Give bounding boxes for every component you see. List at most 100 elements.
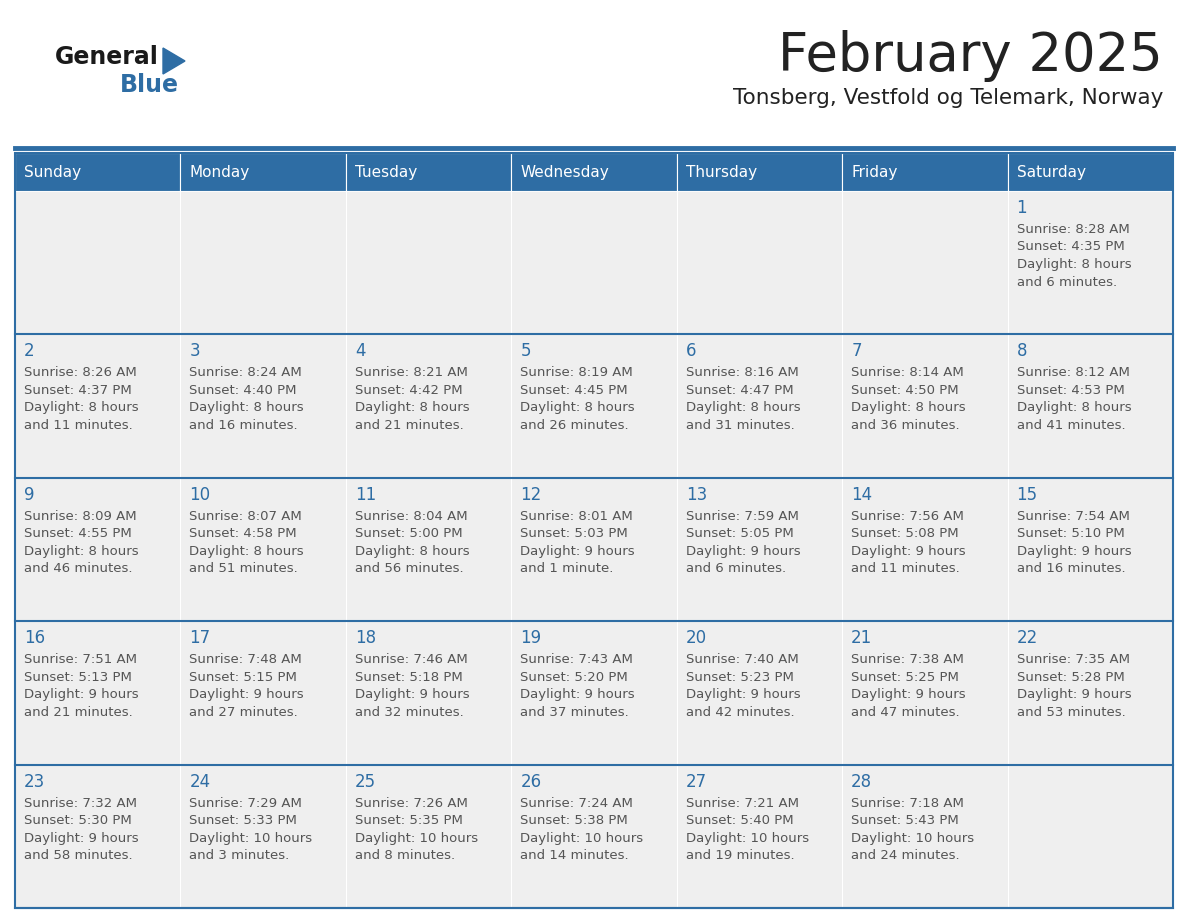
Text: and 27 minutes.: and 27 minutes. bbox=[189, 706, 298, 719]
Text: 1: 1 bbox=[1017, 199, 1028, 217]
Bar bbox=[15, 621, 181, 765]
Text: Daylight: 10 hours: Daylight: 10 hours bbox=[355, 832, 478, 845]
Text: Sunset: 5:08 PM: Sunset: 5:08 PM bbox=[851, 527, 959, 541]
Text: Sunset: 4:53 PM: Sunset: 4:53 PM bbox=[1017, 384, 1124, 397]
Text: Sunset: 4:37 PM: Sunset: 4:37 PM bbox=[24, 384, 132, 397]
Text: Daylight: 8 hours: Daylight: 8 hours bbox=[189, 401, 304, 414]
Text: 21: 21 bbox=[851, 629, 872, 647]
Text: and 3 minutes.: and 3 minutes. bbox=[189, 849, 290, 862]
Bar bbox=[842, 621, 1007, 765]
Text: 13: 13 bbox=[685, 486, 707, 504]
Text: Sunrise: 8:26 AM: Sunrise: 8:26 AM bbox=[24, 366, 137, 379]
Text: 24: 24 bbox=[189, 773, 210, 790]
Bar bbox=[346, 191, 511, 334]
Text: and 36 minutes.: and 36 minutes. bbox=[851, 419, 960, 431]
Bar bbox=[1007, 334, 1173, 477]
Text: 25: 25 bbox=[355, 773, 375, 790]
Text: Sunrise: 7:56 AM: Sunrise: 7:56 AM bbox=[851, 509, 963, 522]
Text: and 1 minute.: and 1 minute. bbox=[520, 563, 614, 576]
Text: Sunset: 5:30 PM: Sunset: 5:30 PM bbox=[24, 814, 132, 827]
Text: Sunset: 4:55 PM: Sunset: 4:55 PM bbox=[24, 527, 132, 541]
Text: Sunset: 5:05 PM: Sunset: 5:05 PM bbox=[685, 527, 794, 541]
Text: and 21 minutes.: and 21 minutes. bbox=[24, 706, 133, 719]
Text: February 2025: February 2025 bbox=[778, 30, 1163, 82]
Bar bbox=[346, 477, 511, 621]
Text: and 11 minutes.: and 11 minutes. bbox=[24, 419, 133, 431]
Text: 15: 15 bbox=[1017, 486, 1037, 504]
Bar bbox=[346, 765, 511, 908]
Bar bbox=[346, 621, 511, 765]
Bar bbox=[15, 191, 181, 334]
Bar bbox=[181, 477, 346, 621]
Bar bbox=[181, 334, 346, 477]
Text: and 26 minutes.: and 26 minutes. bbox=[520, 419, 628, 431]
Text: 8: 8 bbox=[1017, 342, 1028, 361]
Bar bbox=[842, 477, 1007, 621]
Text: Sunrise: 7:54 AM: Sunrise: 7:54 AM bbox=[1017, 509, 1130, 522]
Bar bbox=[511, 334, 677, 477]
Bar bbox=[181, 621, 346, 765]
Bar bbox=[346, 334, 511, 477]
Text: Sunset: 5:18 PM: Sunset: 5:18 PM bbox=[355, 671, 462, 684]
Bar bbox=[511, 765, 677, 908]
Text: Daylight: 8 hours: Daylight: 8 hours bbox=[24, 401, 139, 414]
Text: Sunrise: 7:38 AM: Sunrise: 7:38 AM bbox=[851, 654, 963, 666]
Text: Thursday: Thursday bbox=[685, 164, 757, 180]
Bar bbox=[511, 153, 677, 191]
Text: 3: 3 bbox=[189, 342, 200, 361]
Bar bbox=[677, 153, 842, 191]
Text: Sunrise: 8:12 AM: Sunrise: 8:12 AM bbox=[1017, 366, 1130, 379]
Text: Sunrise: 7:29 AM: Sunrise: 7:29 AM bbox=[189, 797, 302, 810]
Text: Daylight: 9 hours: Daylight: 9 hours bbox=[355, 688, 469, 701]
Text: Daylight: 9 hours: Daylight: 9 hours bbox=[24, 832, 139, 845]
Bar bbox=[15, 477, 181, 621]
Bar bbox=[1007, 477, 1173, 621]
Text: Sunset: 5:13 PM: Sunset: 5:13 PM bbox=[24, 671, 132, 684]
Text: 10: 10 bbox=[189, 486, 210, 504]
Text: Sunset: 5:40 PM: Sunset: 5:40 PM bbox=[685, 814, 794, 827]
Text: Daylight: 10 hours: Daylight: 10 hours bbox=[520, 832, 644, 845]
Text: and 16 minutes.: and 16 minutes. bbox=[1017, 563, 1125, 576]
Text: Sunset: 4:45 PM: Sunset: 4:45 PM bbox=[520, 384, 628, 397]
Text: Sunset: 5:38 PM: Sunset: 5:38 PM bbox=[520, 814, 628, 827]
Text: Daylight: 9 hours: Daylight: 9 hours bbox=[520, 544, 634, 558]
Bar bbox=[677, 621, 842, 765]
Text: Daylight: 8 hours: Daylight: 8 hours bbox=[1017, 258, 1131, 271]
Text: Daylight: 10 hours: Daylight: 10 hours bbox=[685, 832, 809, 845]
Text: 11: 11 bbox=[355, 486, 377, 504]
Text: 20: 20 bbox=[685, 629, 707, 647]
Text: and 41 minutes.: and 41 minutes. bbox=[1017, 419, 1125, 431]
Bar bbox=[181, 765, 346, 908]
Text: 23: 23 bbox=[24, 773, 45, 790]
Bar bbox=[842, 153, 1007, 191]
Text: and 14 minutes.: and 14 minutes. bbox=[520, 849, 628, 862]
Text: Sunrise: 7:46 AM: Sunrise: 7:46 AM bbox=[355, 654, 468, 666]
Text: Tuesday: Tuesday bbox=[355, 164, 417, 180]
Text: 7: 7 bbox=[851, 342, 861, 361]
Text: and 56 minutes.: and 56 minutes. bbox=[355, 563, 463, 576]
Text: and 6 minutes.: and 6 minutes. bbox=[1017, 275, 1117, 288]
Text: Sunset: 5:10 PM: Sunset: 5:10 PM bbox=[1017, 527, 1124, 541]
Text: and 19 minutes.: and 19 minutes. bbox=[685, 849, 795, 862]
Text: Sunrise: 8:16 AM: Sunrise: 8:16 AM bbox=[685, 366, 798, 379]
Bar bbox=[15, 765, 181, 908]
Polygon shape bbox=[163, 48, 185, 74]
Text: Daylight: 9 hours: Daylight: 9 hours bbox=[685, 688, 801, 701]
Text: Sunset: 5:20 PM: Sunset: 5:20 PM bbox=[520, 671, 628, 684]
Text: Daylight: 9 hours: Daylight: 9 hours bbox=[685, 544, 801, 558]
Bar bbox=[677, 765, 842, 908]
Text: Sunset: 5:35 PM: Sunset: 5:35 PM bbox=[355, 814, 463, 827]
Bar bbox=[1007, 191, 1173, 334]
Bar bbox=[346, 153, 511, 191]
Text: Sunrise: 8:04 AM: Sunrise: 8:04 AM bbox=[355, 509, 468, 522]
Text: Sunrise: 7:40 AM: Sunrise: 7:40 AM bbox=[685, 654, 798, 666]
Text: and 42 minutes.: and 42 minutes. bbox=[685, 706, 795, 719]
Text: Sunset: 5:25 PM: Sunset: 5:25 PM bbox=[851, 671, 959, 684]
Text: Daylight: 8 hours: Daylight: 8 hours bbox=[355, 544, 469, 558]
Bar bbox=[511, 621, 677, 765]
Text: Sunset: 4:50 PM: Sunset: 4:50 PM bbox=[851, 384, 959, 397]
Text: and 31 minutes.: and 31 minutes. bbox=[685, 419, 795, 431]
Bar bbox=[511, 477, 677, 621]
Text: Sunrise: 8:09 AM: Sunrise: 8:09 AM bbox=[24, 509, 137, 522]
Text: Sunset: 4:35 PM: Sunset: 4:35 PM bbox=[1017, 241, 1124, 253]
